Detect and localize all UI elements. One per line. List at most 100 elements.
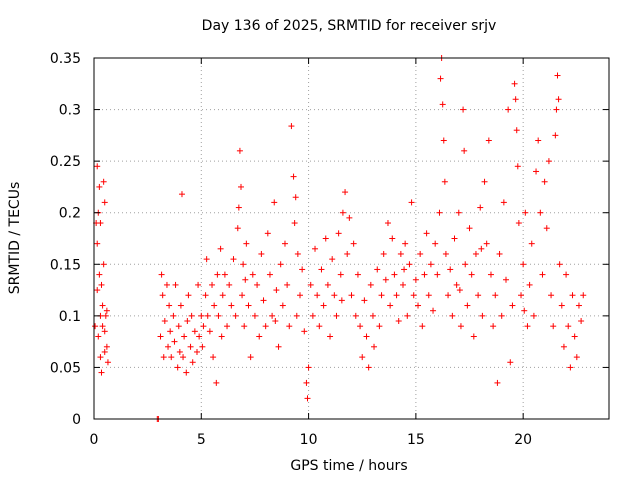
- data-point: [441, 178, 448, 185]
- data-point: [299, 266, 306, 273]
- data-point: [294, 250, 301, 257]
- data-point: [239, 292, 246, 299]
- data-point: [367, 281, 374, 288]
- data-point: [453, 281, 460, 288]
- data-point: [425, 292, 432, 299]
- data-point: [242, 276, 249, 283]
- data-point: [432, 240, 439, 247]
- data-point: [494, 379, 501, 386]
- data-point: [194, 348, 200, 355]
- data-point: [318, 266, 325, 273]
- data-point: [430, 307, 437, 314]
- data-point: [389, 235, 396, 242]
- data-point: [539, 271, 546, 278]
- data-point: [324, 281, 331, 288]
- data-point: [254, 281, 261, 288]
- data-point: [264, 230, 271, 237]
- data-point: [101, 348, 108, 355]
- data-point: [382, 276, 389, 283]
- data-point: [354, 271, 361, 278]
- data-point: [567, 364, 574, 371]
- data-point: [401, 266, 408, 273]
- data-point: [98, 369, 105, 376]
- data-point: [199, 343, 206, 350]
- data-point: [445, 292, 452, 299]
- data-point: [490, 323, 497, 330]
- data-point: [548, 292, 555, 299]
- data-point: [277, 261, 284, 268]
- data-point: [202, 292, 209, 299]
- data-point: [363, 333, 370, 340]
- x-tick-label: 0: [90, 432, 99, 448]
- data-point: [342, 189, 349, 196]
- data-point: [284, 281, 291, 288]
- chart-title: Day 136 of 2025, SRMTID for receiver srj…: [202, 18, 497, 34]
- data-point: [338, 297, 345, 304]
- data-point: [361, 297, 368, 304]
- data-point: [402, 240, 409, 247]
- data-point: [427, 261, 434, 268]
- data-point: [211, 302, 218, 309]
- data-point: [380, 250, 387, 257]
- data-point: [160, 354, 167, 361]
- data-point: [281, 240, 288, 247]
- data-point: [245, 302, 252, 309]
- data-point: [512, 96, 519, 103]
- data-point: [455, 209, 462, 216]
- data-point: [187, 343, 194, 350]
- data-point: [573, 354, 580, 361]
- data-point: [196, 333, 203, 340]
- data-point: [217, 245, 224, 252]
- data-point: [251, 312, 258, 319]
- data-point: [200, 323, 207, 330]
- data-point: [161, 318, 168, 325]
- data-point: [466, 225, 473, 232]
- x-tick-label: 15: [407, 432, 425, 448]
- data-point: [521, 307, 528, 314]
- data-point: [92, 323, 99, 330]
- data-point: [166, 302, 173, 309]
- data-point: [247, 354, 254, 361]
- data-point: [230, 256, 237, 263]
- data-point: [376, 323, 383, 330]
- data-point: [543, 225, 550, 232]
- data-point: [290, 173, 297, 180]
- data-point: [256, 333, 263, 340]
- data-point: [271, 199, 278, 206]
- data-point: [159, 292, 166, 299]
- data-point: [524, 323, 531, 330]
- data-point: [329, 256, 336, 263]
- y-tick-label: 0.35: [50, 51, 81, 67]
- y-tick-label: 0: [72, 412, 81, 428]
- x-tick-labels: 0 5 10 15 20: [90, 432, 533, 448]
- data-point: [333, 312, 340, 319]
- data-point: [481, 178, 488, 185]
- data-point: [243, 240, 250, 247]
- data-point: [171, 338, 178, 345]
- data-point: [472, 250, 479, 257]
- data-point: [163, 281, 170, 288]
- data-point: [94, 163, 101, 170]
- x-axis-label: GPS time / hours: [290, 458, 407, 474]
- data-point: [94, 287, 101, 294]
- data-point: [309, 312, 316, 319]
- data-point: [535, 137, 542, 144]
- data-point: [269, 312, 276, 319]
- data-point: [272, 318, 279, 325]
- data-point: [478, 245, 485, 252]
- data-point: [97, 354, 104, 361]
- data-point: [464, 302, 471, 309]
- data-point: [560, 343, 567, 350]
- data-point: [99, 323, 106, 330]
- data-point: [228, 302, 235, 309]
- data-point: [477, 204, 484, 211]
- data-point: [195, 281, 202, 288]
- data-point: [346, 214, 353, 221]
- data-point: [554, 72, 561, 79]
- data-point: [175, 323, 182, 330]
- data-point: [550, 323, 557, 330]
- data-point: [492, 292, 499, 299]
- data-point: [177, 302, 184, 309]
- data-point: [503, 276, 509, 283]
- data-point: [95, 333, 102, 340]
